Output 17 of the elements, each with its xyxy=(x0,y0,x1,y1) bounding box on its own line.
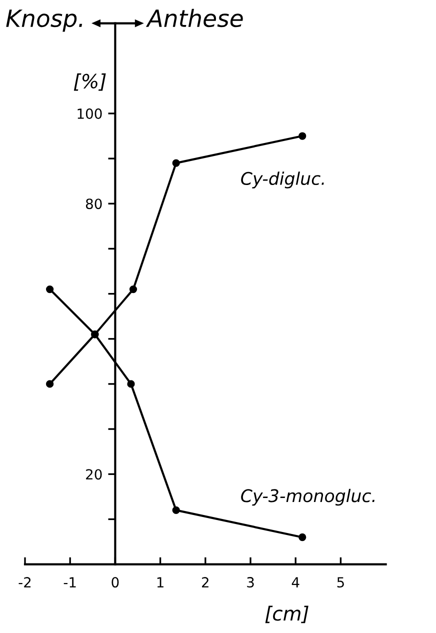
x-tick-label: 5 xyxy=(337,577,344,588)
series-label: Cy-3-monogluc. xyxy=(241,488,374,506)
y-tick-label: 80 xyxy=(86,198,102,210)
y-tick-label: 20 xyxy=(86,469,102,480)
series-label: Cy-digluc. xyxy=(241,172,324,188)
annotation: Knosp. xyxy=(6,10,82,32)
x-axis-title: [cm] xyxy=(265,606,308,624)
x-tick-label: 3 xyxy=(247,577,254,588)
y-axis-title: [%] xyxy=(74,73,106,91)
y-tick-label: 100 xyxy=(78,108,102,119)
x-tick-label: -2 xyxy=(18,577,31,588)
x-tick-label: 0 xyxy=(112,577,119,588)
x-tick-label: -1 xyxy=(64,577,76,588)
x-tick-label: 4 xyxy=(292,577,300,588)
x-tick-label: 2 xyxy=(202,577,208,588)
x-tick-label: 1 xyxy=(157,577,164,588)
annotation: Anthese xyxy=(146,8,243,28)
